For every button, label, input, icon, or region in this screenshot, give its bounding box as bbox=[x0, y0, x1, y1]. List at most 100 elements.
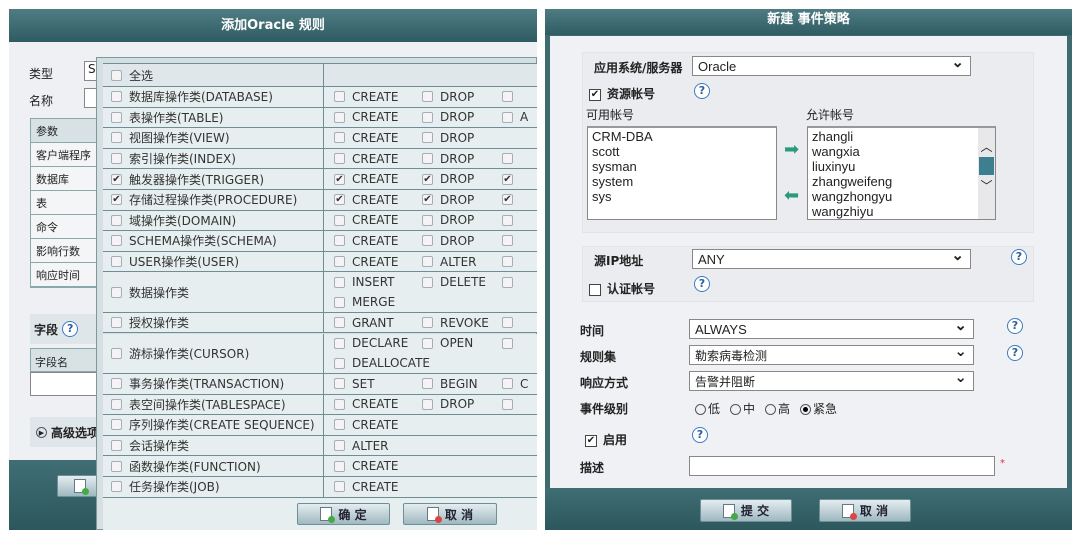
operation-category[interactable]: SCHEMA操作类(SCHEMA) bbox=[103, 231, 324, 251]
operation-option[interactable] bbox=[502, 313, 534, 333]
radio-icon[interactable] bbox=[730, 404, 742, 415]
account-option[interactable]: wangzhongyu bbox=[812, 189, 893, 204]
operation-checkbox[interactable] bbox=[422, 378, 433, 390]
radio-icon[interactable] bbox=[765, 404, 777, 415]
operation-category[interactable]: 表操作类(TABLE) bbox=[103, 107, 324, 128]
operation-option[interactable]: CREATE bbox=[334, 210, 422, 230]
level-radio-low[interactable]: 低 bbox=[695, 400, 720, 417]
operation-option[interactable] bbox=[502, 394, 534, 414]
category-checkbox[interactable] bbox=[111, 214, 122, 226]
left-save-button[interactable] bbox=[57, 475, 102, 497]
operation-option[interactable]: DROP bbox=[422, 169, 502, 189]
operation-category[interactable]: 游标操作类(CURSOR) bbox=[103, 333, 324, 373]
level-radio-high[interactable]: 高 bbox=[765, 400, 790, 417]
operation-checkbox[interactable] bbox=[334, 173, 345, 185]
operation-option[interactable]: A bbox=[502, 107, 534, 127]
operation-checkbox[interactable] bbox=[422, 173, 433, 185]
operation-option[interactable]: INSERT bbox=[334, 272, 422, 292]
operation-option[interactable]: ALTER bbox=[422, 252, 502, 272]
operation-checkbox[interactable] bbox=[422, 276, 433, 288]
operation-checkbox[interactable] bbox=[422, 153, 433, 165]
operation-option[interactable]: DELETE bbox=[422, 272, 502, 292]
operation-checkbox[interactable] bbox=[334, 91, 345, 103]
operation-option[interactable]: CREATE bbox=[334, 128, 422, 148]
category-checkbox[interactable] bbox=[111, 132, 122, 144]
level-radio-medium[interactable]: 中 bbox=[730, 400, 755, 417]
operation-option[interactable]: BEGIN bbox=[422, 374, 502, 394]
operation-checkbox[interactable] bbox=[334, 256, 345, 268]
operation-category[interactable]: 触发器操作类(TRIGGER) bbox=[103, 169, 324, 189]
operation-checkbox[interactable] bbox=[334, 235, 345, 247]
operation-checkbox[interactable] bbox=[422, 91, 433, 103]
move-left-arrow-icon[interactable]: ➡ bbox=[784, 185, 800, 206]
operation-option[interactable]: DROP bbox=[422, 107, 502, 127]
operation-checkbox[interactable] bbox=[502, 214, 513, 226]
operation-option[interactable]: DROP bbox=[422, 231, 502, 251]
operation-checkbox[interactable] bbox=[334, 419, 345, 431]
category-checkbox[interactable] bbox=[111, 256, 122, 268]
operation-category[interactable]: 存储过程操作类(PROCEDURE) bbox=[103, 190, 324, 210]
operation-checkbox[interactable] bbox=[422, 317, 433, 329]
operation-category[interactable]: 视图操作类(VIEW) bbox=[103, 128, 324, 148]
operation-option[interactable]: SET bbox=[334, 374, 422, 394]
account-option[interactable]: CRM-DBA bbox=[592, 129, 653, 144]
operation-checkbox[interactable] bbox=[334, 132, 345, 144]
move-right-arrow-icon[interactable]: ➡ bbox=[784, 139, 800, 160]
operation-category[interactable]: 数据操作类 bbox=[103, 272, 324, 312]
help-icon[interactable]: ? bbox=[694, 83, 710, 99]
operation-checkbox[interactable] bbox=[502, 173, 513, 185]
operation-checkbox[interactable] bbox=[334, 111, 345, 123]
operation-option[interactable]: CREATE bbox=[334, 456, 422, 476]
operation-checkbox[interactable] bbox=[334, 378, 345, 390]
operation-option[interactable]: CREATE bbox=[334, 394, 422, 414]
operation-checkbox[interactable] bbox=[502, 91, 513, 103]
level-radio-urgent[interactable]: 紧急 bbox=[800, 400, 837, 417]
account-option[interactable]: zhangweifeng bbox=[812, 174, 893, 189]
operation-option[interactable] bbox=[502, 149, 534, 169]
operation-checkbox[interactable] bbox=[422, 194, 433, 206]
operation-checkbox[interactable] bbox=[422, 111, 433, 123]
operation-checkbox[interactable] bbox=[334, 481, 345, 493]
category-checkbox[interactable] bbox=[111, 378, 122, 390]
category-checkbox[interactable] bbox=[111, 194, 122, 206]
account-option[interactable]: wangxia bbox=[812, 144, 860, 159]
operation-option[interactable]: CREATE bbox=[334, 107, 422, 127]
account-option[interactable]: sys bbox=[592, 189, 612, 204]
operation-option[interactable]: CREATE bbox=[334, 149, 422, 169]
ruleset-select[interactable]: 勒索病毒检测 bbox=[689, 342, 974, 365]
category-checkbox[interactable] bbox=[111, 440, 122, 452]
resource-account-checkbox[interactable] bbox=[589, 88, 601, 101]
submit-button[interactable]: 提 交 bbox=[700, 499, 792, 522]
allowed-list-scrollbar[interactable]: ︿ ﹀ bbox=[978, 128, 995, 219]
scroll-thumb[interactable] bbox=[979, 157, 994, 175]
operation-option[interactable]: DEALLOCATE bbox=[334, 353, 454, 373]
description-input[interactable] bbox=[689, 456, 995, 476]
operation-option[interactable] bbox=[502, 272, 534, 292]
operation-option[interactable] bbox=[502, 333, 534, 353]
operation-option[interactable]: GRANT bbox=[334, 313, 422, 333]
operation-option[interactable]: ALTER bbox=[334, 436, 422, 456]
operation-option[interactable]: DROP bbox=[422, 87, 502, 107]
resource-account[interactable]: 资源帐号 bbox=[589, 85, 655, 102]
operation-checkbox[interactable] bbox=[334, 194, 345, 206]
response-select[interactable]: 告警并阻断 bbox=[689, 368, 974, 391]
help-icon[interactable]: ? bbox=[1007, 318, 1023, 334]
category-checkbox[interactable] bbox=[111, 398, 122, 410]
operation-checkbox[interactable] bbox=[334, 153, 345, 165]
operation-option[interactable]: C bbox=[502, 374, 534, 394]
category-checkbox[interactable] bbox=[111, 286, 122, 298]
select-all-checkbox[interactable] bbox=[111, 69, 122, 81]
operation-checkbox[interactable] bbox=[334, 276, 345, 288]
account-option[interactable]: scott bbox=[592, 144, 620, 159]
operation-checkbox[interactable] bbox=[502, 317, 513, 329]
account-option[interactable]: wangzhiyu bbox=[812, 204, 874, 219]
operation-category[interactable]: 函数操作类(FUNCTION) bbox=[103, 456, 324, 476]
scroll-up-icon[interactable]: ︿ bbox=[980, 140, 993, 154]
operation-checkbox[interactable] bbox=[502, 378, 513, 390]
operation-checkbox[interactable] bbox=[422, 235, 433, 247]
operation-checkbox[interactable] bbox=[334, 440, 345, 452]
account-option[interactable]: zhangli bbox=[812, 129, 854, 144]
operation-option[interactable] bbox=[502, 210, 534, 230]
operation-option[interactable]: DROP bbox=[422, 394, 502, 414]
operation-option[interactable]: CREATE bbox=[334, 415, 422, 435]
